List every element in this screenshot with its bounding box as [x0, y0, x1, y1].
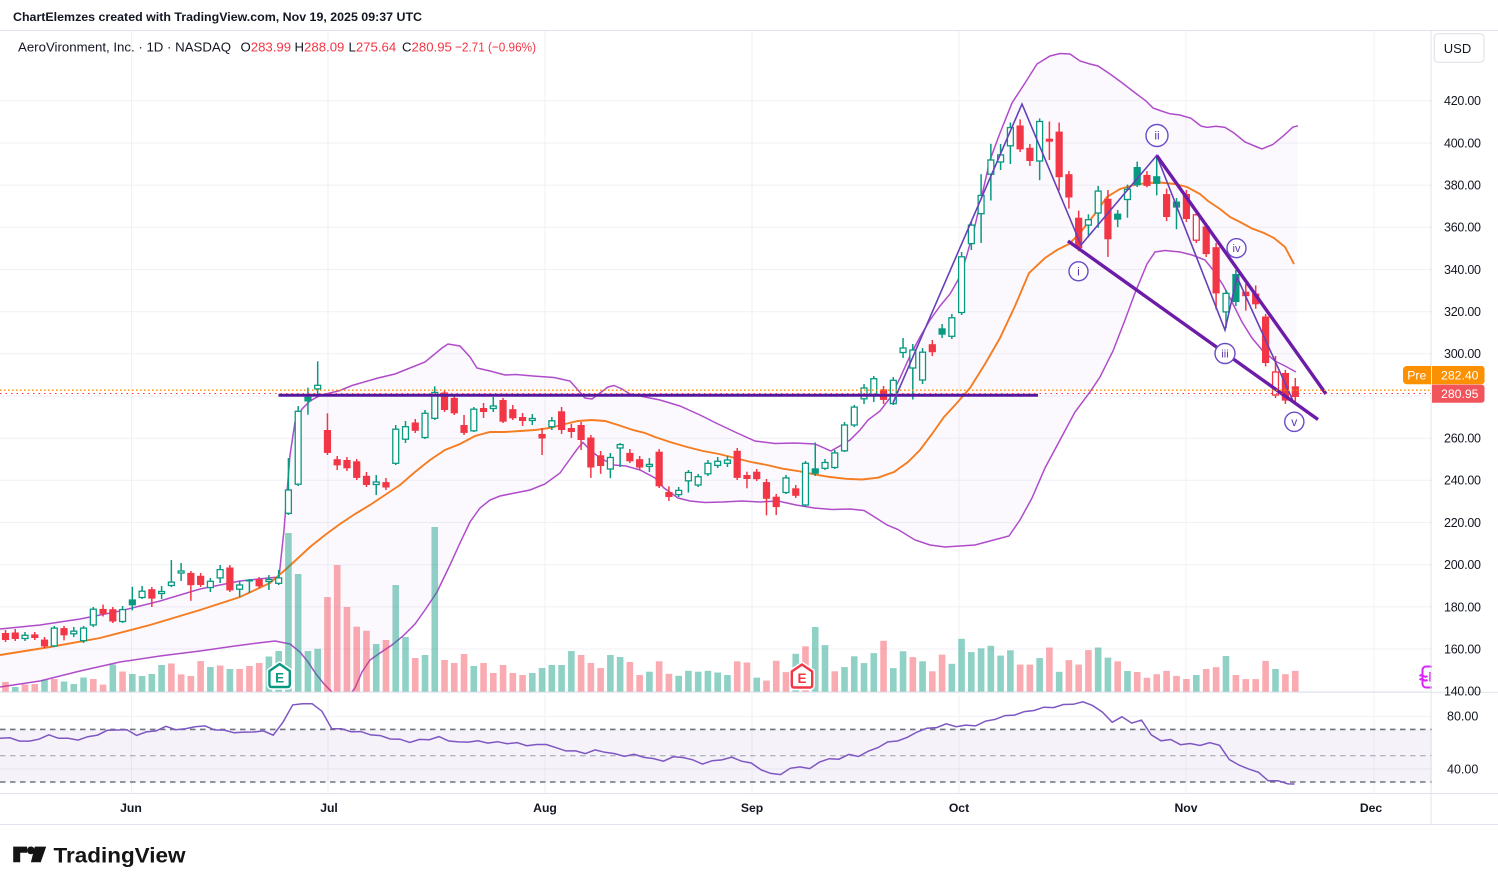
svg-text:AeroVironment, Inc. · 1D · NAS: AeroVironment, Inc. · 1D · NASDAQ [18, 39, 231, 54]
svg-text:−2.71 (−0.96%): −2.71 (−0.96%) [455, 39, 536, 54]
svg-text:L275.64: L275.64 [349, 39, 397, 54]
svg-text:TradingView: TradingView [54, 843, 186, 867]
svg-text:v: v [1291, 415, 1297, 429]
svg-text:80.00: 80.00 [1447, 710, 1478, 724]
svg-text:ii: ii [1154, 129, 1159, 143]
svg-text:Jun: Jun [120, 801, 142, 815]
svg-text:ChartElemzes created with Trad: ChartElemzes created with TradingView.co… [13, 10, 422, 24]
svg-text:420.00: 420.00 [1444, 94, 1481, 108]
svg-text:240.00: 240.00 [1444, 474, 1481, 488]
svg-text:iv: iv [1233, 243, 1241, 255]
svg-text:Pre: Pre [1407, 369, 1426, 383]
svg-text:260.00: 260.00 [1444, 432, 1481, 446]
svg-text:340.00: 340.00 [1444, 263, 1481, 277]
svg-text:iii: iii [1221, 348, 1228, 360]
svg-text:USD: USD [1444, 41, 1471, 56]
svg-text:Jul: Jul [320, 801, 338, 815]
svg-text:H288.09: H288.09 [295, 39, 345, 54]
svg-text:O283.99: O283.99 [241, 39, 292, 54]
svg-text:160.00: 160.00 [1444, 642, 1481, 656]
svg-text:Oct: Oct [949, 801, 969, 815]
svg-text:300.00: 300.00 [1444, 347, 1481, 361]
svg-text:Aug: Aug [533, 801, 557, 815]
svg-text:282.40: 282.40 [1441, 369, 1479, 383]
svg-text:E: E [797, 671, 806, 686]
svg-text:180.00: 180.00 [1444, 600, 1481, 614]
svg-text:E: E [275, 671, 284, 686]
svg-text:Nov: Nov [1174, 801, 1197, 815]
svg-text:140.00: 140.00 [1444, 685, 1481, 699]
svg-text:360.00: 360.00 [1444, 221, 1481, 235]
svg-text:Dec: Dec [1360, 801, 1383, 815]
svg-text:40.00: 40.00 [1447, 762, 1478, 776]
svg-text:C280.95: C280.95 [402, 39, 452, 54]
svg-text:280.95: 280.95 [1441, 387, 1479, 401]
svg-text:Sep: Sep [741, 801, 763, 815]
svg-text:320.00: 320.00 [1444, 305, 1481, 319]
svg-text:380.00: 380.00 [1444, 179, 1481, 193]
svg-text:220.00: 220.00 [1444, 516, 1481, 530]
svg-text:i: i [1077, 265, 1080, 279]
svg-text:200.00: 200.00 [1444, 558, 1481, 572]
svg-text:400.00: 400.00 [1444, 136, 1481, 150]
